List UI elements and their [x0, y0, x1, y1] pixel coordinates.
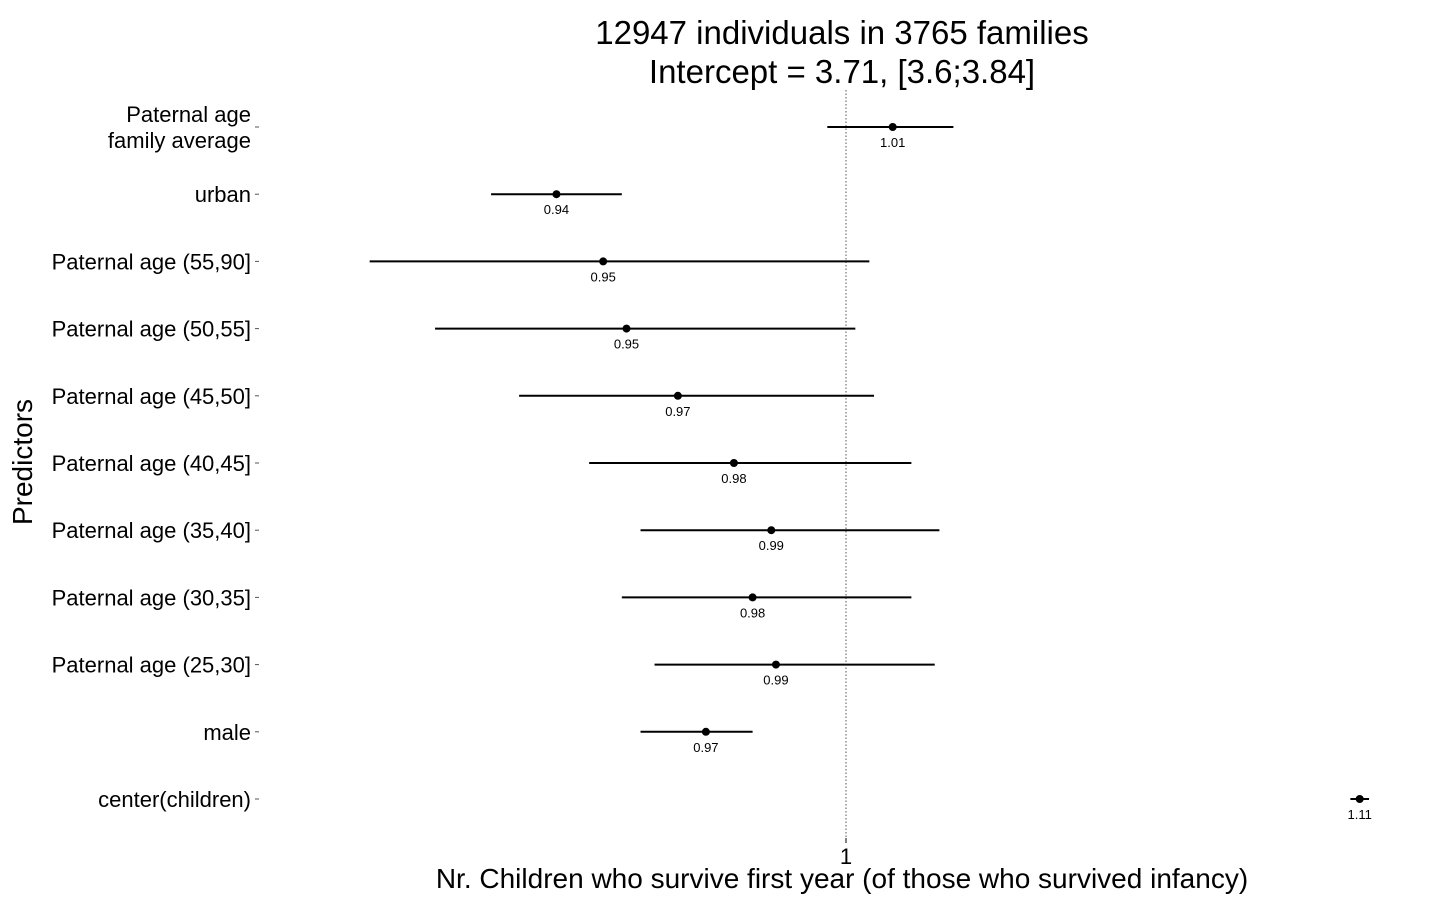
estimate-label: 0.99 [763, 673, 788, 688]
point-estimate [729, 459, 738, 467]
predictor-label: Paternal age family average [108, 102, 251, 153]
predictor-row: Paternal age (30,35] 0.98 [52, 585, 912, 620]
chart-title-line-1: 12947 individuals in 3765 families [595, 14, 1089, 51]
predictor-row: Paternal age family average 1.01 [108, 102, 954, 153]
estimate-label: 0.98 [740, 605, 765, 620]
point-estimate [767, 526, 776, 535]
point-estimate [888, 123, 897, 131]
point-estimate [622, 324, 631, 333]
point-estimate [673, 391, 682, 400]
point-estimate [1355, 795, 1364, 803]
estimate-label: 1.01 [880, 135, 905, 150]
estimate-label: 0.97 [665, 404, 690, 419]
estimate-label: 0.95 [614, 337, 639, 352]
predictor-label: Paternal age (50,55] [52, 317, 251, 342]
estimate-label: 1.11 [1348, 807, 1372, 822]
chart-title-line-2: Intercept = 3.71, [3.6;3.84] [649, 53, 1035, 90]
predictor-label: Paternal age (40,45] [52, 451, 251, 476]
y-axis-label: Predictors [7, 399, 38, 525]
predictor-row: Paternal age (50,55] 0.95 [52, 317, 856, 352]
estimate-label: 0.99 [759, 538, 784, 553]
plot-area: Paternal age family average 1.01 urban 0.94 P… [52, 90, 1372, 843]
predictor-row: Paternal age (45,50] 0.97 [52, 384, 875, 419]
estimate-label: 0.97 [693, 740, 718, 755]
predictor-row: Paternal age (55,90] 0.95 [52, 249, 870, 284]
point-estimate [701, 727, 710, 736]
point-estimate [552, 190, 561, 199]
predictor-label: male [203, 720, 251, 745]
x-tick-label-1: 1 [840, 844, 852, 869]
predictor-row: center(children) 1.11 [98, 787, 1372, 822]
predictor-row: Paternal age (25,30] 0.99 [52, 653, 935, 688]
predictor-label: urban [195, 182, 251, 207]
predictor-label: Paternal age (35,40] [52, 518, 251, 543]
predictor-label: center(children) [98, 787, 251, 812]
point-estimate [748, 593, 757, 602]
predictor-row: Paternal age (40,45] 0.98 [52, 451, 912, 486]
predictor-label: Paternal age (55,90] [52, 249, 251, 274]
estimate-label: 0.94 [544, 202, 569, 217]
estimate-label: 0.95 [591, 269, 616, 284]
estimate-label: 0.98 [721, 471, 746, 486]
point-estimate [599, 257, 608, 266]
predictor-row: Paternal age (35,40] 0.99 [52, 518, 940, 553]
predictor-label: Paternal age (25,30] [52, 653, 251, 678]
predictor-label: Paternal age (45,50] [52, 384, 251, 409]
x-axis-label: Nr. Children who survive first year (of … [436, 863, 1248, 894]
predictor-row: urban 0.94 [195, 182, 622, 217]
predictor-row: male 0.97 [203, 720, 753, 755]
predictor-label: Paternal age (30,35] [52, 585, 251, 610]
point-estimate [771, 660, 780, 669]
